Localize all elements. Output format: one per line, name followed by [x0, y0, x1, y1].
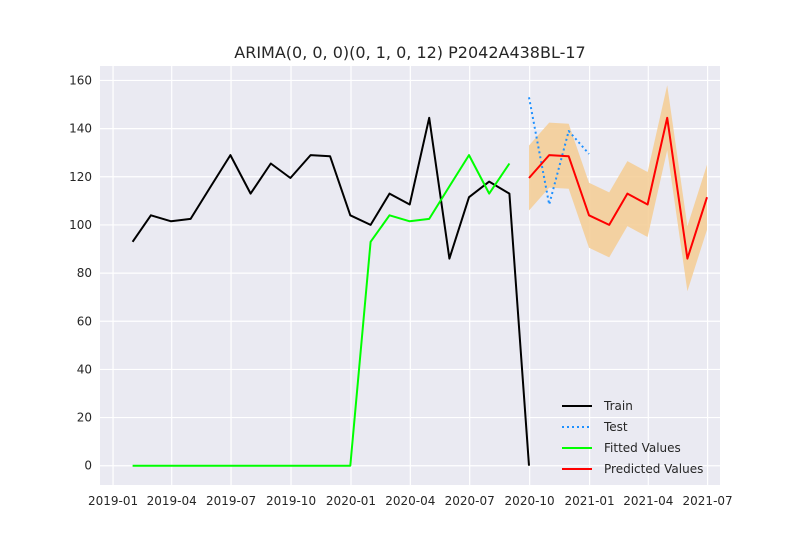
legend-label: Predicted Values — [604, 462, 703, 476]
y-tick-label: 120 — [69, 170, 92, 184]
series-lines — [131, 97, 708, 467]
y-tick-label: 80 — [77, 266, 92, 280]
series-line-test — [528, 97, 590, 206]
x-tick-label: 2020-01 — [326, 494, 376, 508]
legend-label: Fitted Values — [604, 441, 681, 455]
y-tick-label: 20 — [77, 411, 92, 425]
chart-title: ARIMA(0, 0, 0)(0, 1, 0, 12) P2042A438BL-… — [234, 43, 585, 62]
legend: Train Test Fitted Values Predicted Values — [562, 399, 703, 476]
legend-label: Test — [603, 420, 628, 434]
x-axis: 2019-01 2019-04 2019-07 2019-10 2020-01 2020-… — [88, 494, 733, 508]
x-tick-label: 2020-04 — [385, 494, 435, 508]
grid — [100, 66, 720, 485]
legend-label: Train — [603, 399, 633, 413]
y-tick-label: 60 — [77, 314, 92, 328]
y-tick-label: 140 — [69, 122, 92, 136]
x-tick-label: 2021-07 — [683, 494, 733, 508]
x-tick-label: 2020-07 — [445, 494, 495, 508]
series-line-train — [131, 116, 530, 466]
y-tick-label: 0 — [84, 459, 92, 473]
x-tick-label: 2021-04 — [623, 494, 673, 508]
y-tick-label: 160 — [69, 73, 92, 87]
x-tick-label: 2019-07 — [206, 494, 256, 508]
x-tick-label: 2021-01 — [565, 494, 615, 508]
y-axis: 0 20 40 60 80 100 120 140 160 — [69, 73, 92, 472]
series-line-predicted-values — [528, 116, 708, 260]
x-tick-label: 2019-01 — [88, 494, 138, 508]
x-tick-label: 2019-04 — [147, 494, 197, 508]
x-tick-label: 2019-10 — [266, 494, 316, 508]
series-line-fitted-values — [132, 154, 511, 467]
x-tick-label: 2020-10 — [505, 494, 555, 508]
y-tick-label: 100 — [69, 218, 92, 232]
y-tick-label: 40 — [77, 362, 92, 376]
